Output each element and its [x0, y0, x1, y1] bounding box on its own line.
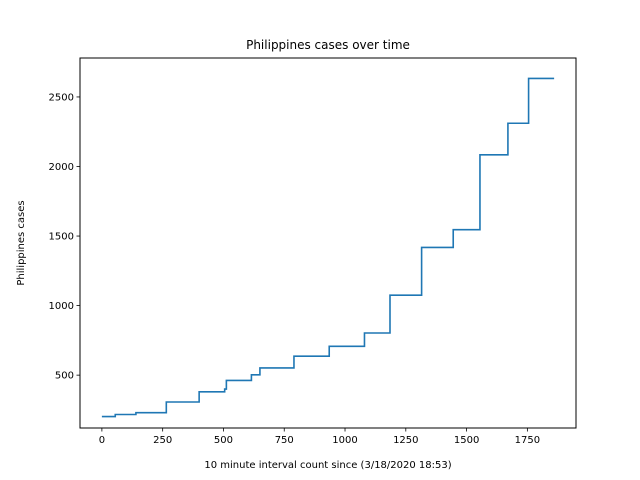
x-tick-label: 1000	[332, 435, 357, 446]
x-tick-label: 1750	[515, 435, 540, 446]
series-line	[101, 77, 555, 418]
x-tick-label: 500	[214, 435, 233, 446]
plot-area	[101, 77, 555, 418]
chart-title: Philippines cases over time	[246, 38, 410, 52]
y-axis-ticks: 500 1000 1500 2000 2500	[49, 92, 80, 382]
y-tick-label: 1500	[49, 232, 74, 243]
y-tick-label: 1000	[49, 301, 74, 312]
plot-frame	[79, 57, 577, 429]
x-tick-label: 750	[275, 435, 294, 446]
y-axis-label: Philippines cases	[16, 200, 27, 285]
x-tick-label: 250	[153, 435, 172, 446]
y-tick-label: 500	[55, 371, 74, 382]
y-tick-label: 2000	[49, 162, 74, 173]
y-tick-label: 2500	[49, 92, 74, 103]
x-axis-ticks: 0 250 500 750 1000 1250 1500 1750	[99, 428, 540, 446]
x-axis-label: 10 minute interval count since (3/18/202…	[204, 460, 451, 471]
x-tick-label: 1250	[393, 435, 418, 446]
x-tick-label: 1500	[454, 435, 479, 446]
x-tick-label: 0	[99, 435, 105, 446]
